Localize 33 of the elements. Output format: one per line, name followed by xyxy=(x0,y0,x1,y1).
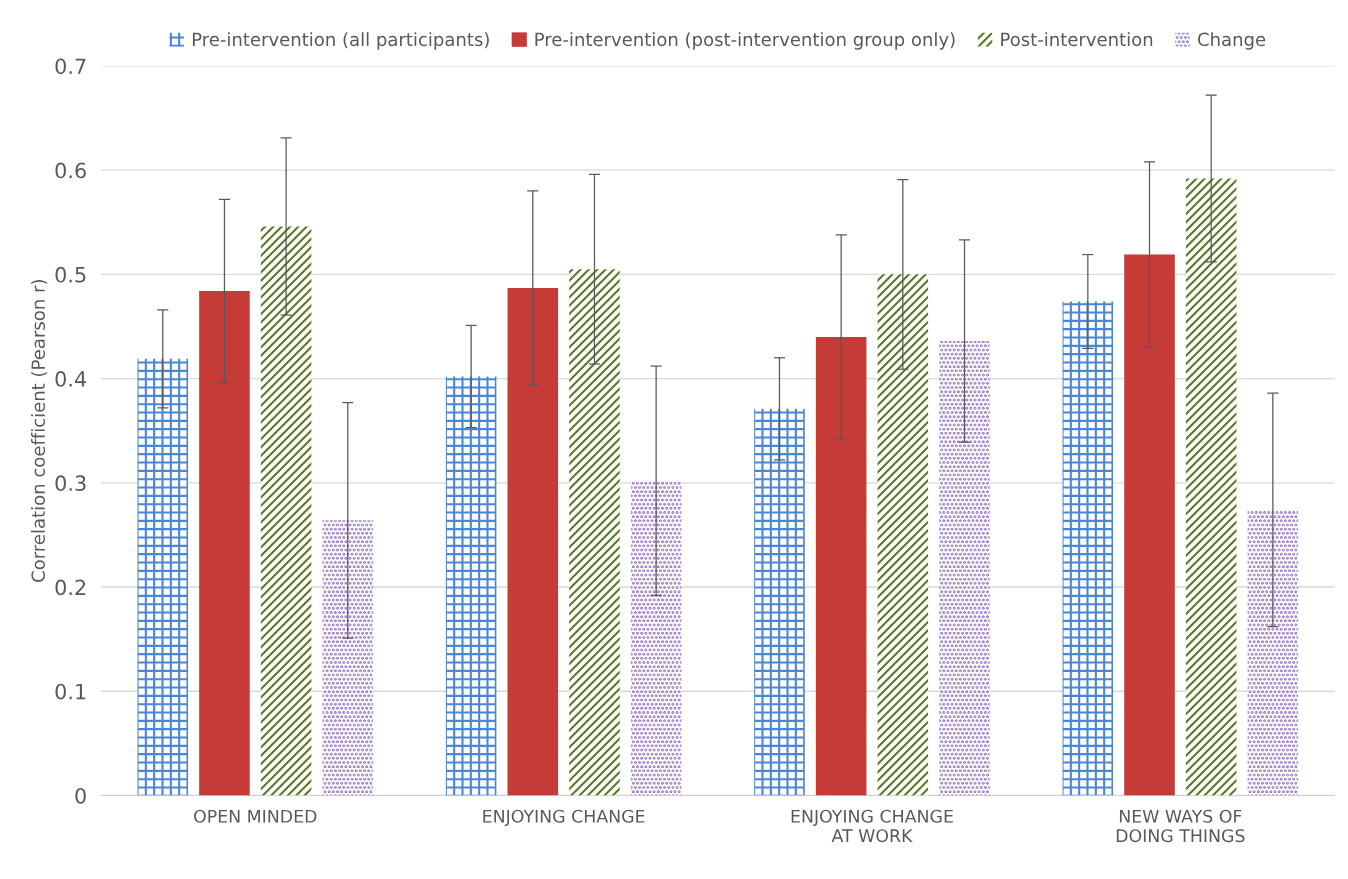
bar xyxy=(877,274,929,796)
bar xyxy=(507,287,559,796)
y-tick-label: 0 xyxy=(75,787,86,804)
y-tick-label: 0.6 xyxy=(55,162,86,179)
legend-label: Post-intervention xyxy=(1001,32,1153,47)
y-tick-label: 0.1 xyxy=(55,683,86,700)
y-tick-label: 0.2 xyxy=(55,579,86,596)
bar xyxy=(137,358,189,796)
x-tick-label: ENJOYING CHANGE AT WORK xyxy=(791,809,953,843)
y-tick-label: 0.4 xyxy=(55,371,87,387)
y-axis-title: Correlation coefficient (Pearson r) xyxy=(31,280,48,582)
y-tick-label: 0.3 xyxy=(55,475,86,492)
bar xyxy=(260,226,312,796)
bar xyxy=(630,480,682,796)
bar xyxy=(1124,254,1175,796)
legend-label: Pre-intervention (post-intervention group only) xyxy=(535,32,955,50)
x-tick-label: ENJOYING CHANGE xyxy=(483,809,645,827)
bar xyxy=(754,408,805,796)
bar xyxy=(1062,301,1114,796)
x-tick-label: NEW WAYS OF DOING THINGS xyxy=(1116,809,1245,843)
legend-label: Pre-intervention (all participants) xyxy=(192,32,489,50)
legend-label: Change xyxy=(1198,32,1266,50)
x-tick-label: OPEN MINDED xyxy=(194,809,317,823)
y-tick-label: 0.7 xyxy=(55,58,86,75)
bar xyxy=(939,341,990,796)
bar xyxy=(199,291,250,796)
y-tick-label: 0.5 xyxy=(55,266,86,283)
bar xyxy=(569,269,620,796)
bar xyxy=(815,336,867,796)
bar xyxy=(445,376,497,796)
bar xyxy=(1247,509,1299,796)
bar xyxy=(1185,178,1237,796)
bar xyxy=(322,520,374,796)
